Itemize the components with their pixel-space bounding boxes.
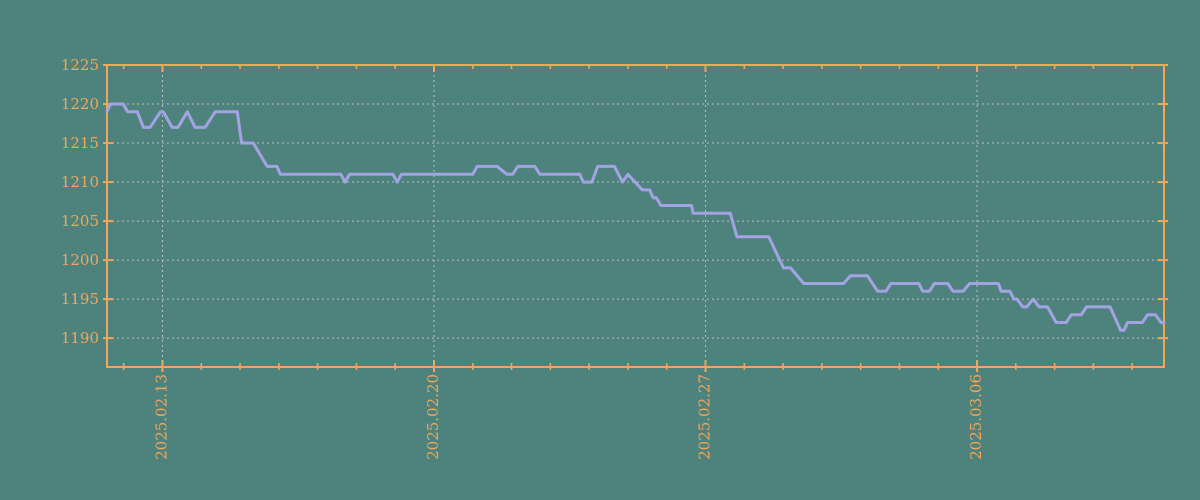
y-axis-label: 1215 bbox=[61, 134, 99, 152]
y-axis-label: 1205 bbox=[61, 212, 99, 230]
y-axis-label: 1190 bbox=[61, 329, 99, 347]
series-line-instances bbox=[105, 102, 1166, 332]
x-axis-label: 2025.02.20 bbox=[424, 374, 442, 460]
y-axis-label: 1210 bbox=[61, 173, 99, 191]
y-axis-label: 1200 bbox=[61, 251, 99, 269]
x-axis-label: 2025.02.13 bbox=[152, 374, 170, 460]
y-axis-label: 1225 bbox=[61, 56, 99, 74]
y-axis-label: 1195 bbox=[61, 290, 99, 308]
x-axis-label: 2025.02.27 bbox=[696, 374, 714, 460]
y-axis-label: 1220 bbox=[61, 95, 99, 113]
plot-border bbox=[106, 64, 1165, 368]
x-axis-label: 2025.03.06 bbox=[967, 374, 985, 460]
